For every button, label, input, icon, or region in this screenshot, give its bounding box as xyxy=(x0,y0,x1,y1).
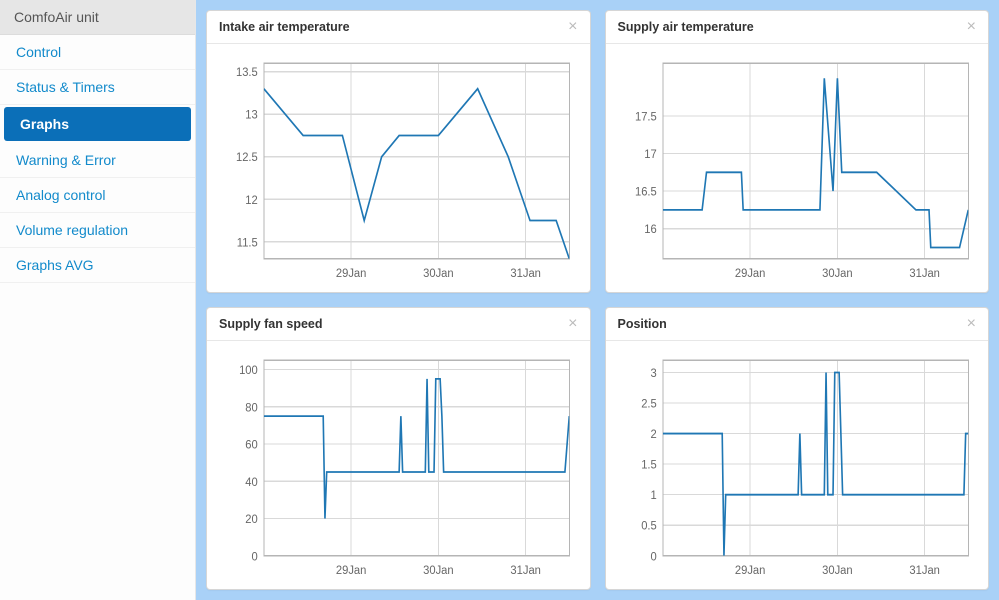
svg-text:30Jan: 30Jan xyxy=(822,266,852,280)
svg-text:30Jan: 30Jan xyxy=(822,563,852,577)
sidebar-item-warning-error[interactable]: Warning & Error xyxy=(0,143,195,178)
sidebar: ComfoAir unit ControlStatus & TimersGrap… xyxy=(0,0,196,600)
svg-text:40: 40 xyxy=(245,475,258,489)
close-icon[interactable]: × xyxy=(967,19,976,35)
svg-text:80: 80 xyxy=(245,401,258,415)
panel-position: Position × 0 0.5 1 1.5 2 2.5 3 29Jan 30Jan 31Jan xyxy=(605,307,990,590)
panel-supply-temp: Supply air temperature × 16 16.5 17 17.5 29Jan… xyxy=(605,10,990,293)
svg-text:0.5: 0.5 xyxy=(641,519,657,533)
svg-text:20: 20 xyxy=(245,513,258,527)
sidebar-title: ComfoAir unit xyxy=(0,0,195,35)
svg-text:0: 0 xyxy=(650,550,657,564)
panel-title: Position xyxy=(618,317,667,331)
sidebar-item-status-timers[interactable]: Status & Timers xyxy=(0,70,195,105)
svg-text:17: 17 xyxy=(644,148,656,162)
svg-text:31Jan: 31Jan xyxy=(909,563,939,577)
svg-text:13: 13 xyxy=(245,108,258,122)
chart-supply-temp: 16 16.5 17 17.5 29Jan 30Jan 31Jan xyxy=(606,44,989,292)
sidebar-item-analog-control[interactable]: Analog control xyxy=(0,178,195,213)
panel-intake-temp: Intake air temperature × 11.5 12 12.5 13 13.5 2… xyxy=(206,10,591,293)
svg-text:17.5: 17.5 xyxy=(634,110,656,124)
panel-title: Supply fan speed xyxy=(219,317,323,331)
close-icon[interactable]: × xyxy=(568,316,577,332)
svg-text:13.5: 13.5 xyxy=(236,66,258,80)
svg-text:29Jan: 29Jan xyxy=(734,563,764,577)
svg-text:2: 2 xyxy=(650,428,656,442)
sidebar-nav: ControlStatus & TimersGraphsWarning & Er… xyxy=(0,35,195,283)
svg-text:30Jan: 30Jan xyxy=(423,266,453,280)
svg-text:1.5: 1.5 xyxy=(641,458,657,472)
svg-text:31Jan: 31Jan xyxy=(909,266,939,280)
panel-supply-fan: Supply fan speed × 0 20 40 60 80 100 29Jan 30Jan 3… xyxy=(206,307,591,590)
svg-text:11.5: 11.5 xyxy=(237,236,258,250)
svg-text:3: 3 xyxy=(650,366,657,380)
svg-text:31Jan: 31Jan xyxy=(510,266,540,280)
svg-text:16.5: 16.5 xyxy=(634,185,656,199)
chart-intake-temp: 11.5 12 12.5 13 13.5 29Jan 30Jan 31Jan xyxy=(207,44,590,292)
svg-text:12: 12 xyxy=(245,193,257,207)
svg-text:29Jan: 29Jan xyxy=(336,563,366,577)
sidebar-item-graphs-avg[interactable]: Graphs AVG xyxy=(0,248,195,283)
chart-supply-fan: 0 20 40 60 80 100 29Jan 30Jan 31Jan xyxy=(207,341,590,589)
close-icon[interactable]: × xyxy=(568,19,577,35)
svg-text:2.5: 2.5 xyxy=(641,397,657,411)
svg-text:16: 16 xyxy=(644,223,657,237)
svg-text:0: 0 xyxy=(252,550,259,564)
svg-text:29Jan: 29Jan xyxy=(336,266,366,280)
svg-text:100: 100 xyxy=(239,364,258,378)
main-content: Intake air temperature×11.51212.51313.52… xyxy=(196,0,999,600)
sidebar-item-graphs[interactable]: Graphs xyxy=(4,107,191,141)
sidebar-item-control[interactable]: Control xyxy=(0,35,195,70)
sidebar-item-volume-regulation[interactable]: Volume regulation xyxy=(0,213,195,248)
panel-title: Supply air temperature xyxy=(618,20,754,34)
svg-text:29Jan: 29Jan xyxy=(734,266,764,280)
svg-text:31Jan: 31Jan xyxy=(510,563,540,577)
svg-text:1: 1 xyxy=(650,489,656,503)
panel-title: Intake air temperature xyxy=(219,20,350,34)
svg-text:12.5: 12.5 xyxy=(236,151,258,165)
close-icon[interactable]: × xyxy=(967,316,976,332)
chart-position: 0 0.5 1 1.5 2 2.5 3 29Jan 30Jan 31Jan xyxy=(606,341,989,589)
svg-text:60: 60 xyxy=(245,438,258,452)
svg-text:30Jan: 30Jan xyxy=(423,563,453,577)
